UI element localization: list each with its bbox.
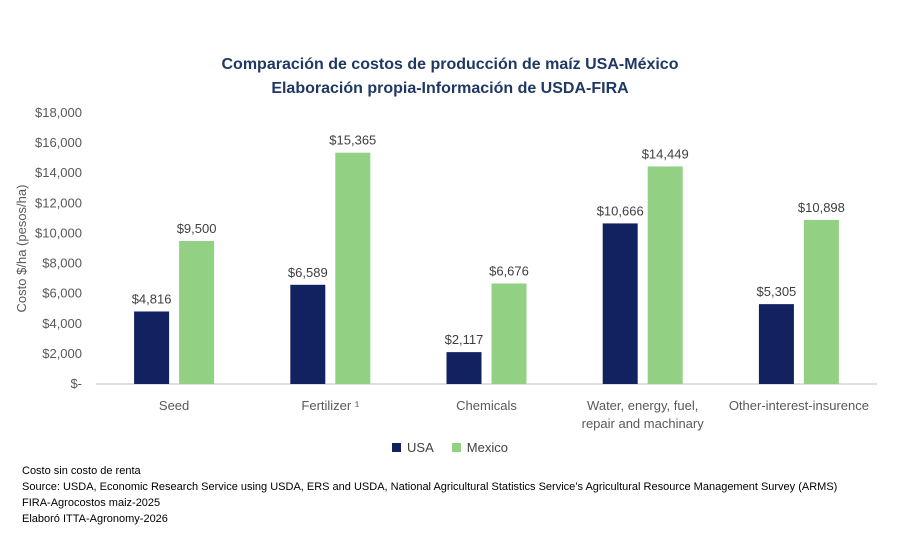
x-tick-label: Fertilizer ¹	[301, 398, 359, 413]
y-tick-label: $4,000	[42, 316, 82, 331]
x-tick-label: Chemicals	[456, 398, 517, 413]
legend-label-usa: USA	[407, 440, 434, 455]
y-tick-label: $16,000	[35, 135, 82, 150]
legend-item-usa: USA	[392, 440, 434, 455]
y-tick-label: $-	[70, 376, 82, 391]
bar-mexico-0	[179, 240, 215, 384]
bar-mexico-2	[491, 283, 527, 384]
legend: USA Mexico	[0, 440, 900, 455]
data-label-mexico: $15,365	[329, 133, 376, 148]
y-tick-label: $10,000	[35, 225, 82, 240]
bar-usa-4	[758, 304, 794, 384]
note-author: Elaboró ITTA-Agronomy-2026	[22, 513, 168, 525]
data-label-mexico: $6,676	[489, 263, 529, 278]
data-label-mexico: $9,500	[177, 221, 217, 236]
data-label-mexico: $10,898	[798, 200, 845, 215]
data-label-usa: $2,117	[445, 332, 484, 347]
note-fira: FIRA-Agrocostos maiz-2025	[22, 497, 161, 509]
data-label-usa: $4,816	[132, 291, 172, 306]
x-tick-label: Seed	[159, 398, 189, 413]
note-rent: Costo sin costo de renta	[22, 465, 141, 477]
y-tick-label: $2,000	[42, 346, 82, 361]
bar-usa-1	[290, 284, 326, 384]
bar-usa-0	[134, 311, 170, 384]
data-label-mexico: $14,449	[642, 146, 689, 161]
bar-usa-3	[602, 223, 638, 384]
data-label-usa: $5,305	[757, 284, 797, 299]
legend-label-mexico: Mexico	[466, 440, 508, 455]
chart-notes: Costo sin costo de renta Source: USDA, E…	[22, 463, 837, 527]
y-tick-label: $12,000	[35, 195, 82, 210]
x-tick-label: Other-interest-insurence	[729, 398, 869, 413]
y-tick-label: $14,000	[35, 165, 82, 180]
data-label-usa: $6,589	[288, 265, 328, 280]
bar-mexico-1	[335, 152, 371, 384]
bar-mexico-3	[647, 166, 683, 384]
x-tick-label: repair and machinary	[582, 416, 705, 431]
note-source: Source: USDA, Economic Research Service …	[22, 481, 838, 493]
chart-title: Comparación de costos de producción de m…	[221, 56, 679, 73]
legend-swatch-mexico	[451, 443, 461, 452]
legend-swatch-usa	[392, 443, 402, 452]
bar-mexico-4	[803, 219, 839, 384]
y-tick-label: $8,000	[42, 256, 82, 271]
y-tick-label: $6,000	[42, 286, 82, 301]
bar-chart: $- $2,000 $4,000 $6,000 $8,000 $10,000 $12,000…	[14, 105, 877, 431]
data-label-usa: $10,666	[597, 203, 644, 218]
x-tick-label: Water, energy, fuel,	[587, 398, 698, 413]
legend-item-mexico: Mexico	[451, 440, 508, 455]
chart-subtitle: Elaboración propia-Información de USDA-F…	[271, 80, 629, 97]
y-axis-title: Costo $/ha (pesos/ha)	[14, 185, 29, 313]
bar-usa-2	[446, 352, 482, 384]
y-tick-label: $18,000	[35, 105, 82, 120]
